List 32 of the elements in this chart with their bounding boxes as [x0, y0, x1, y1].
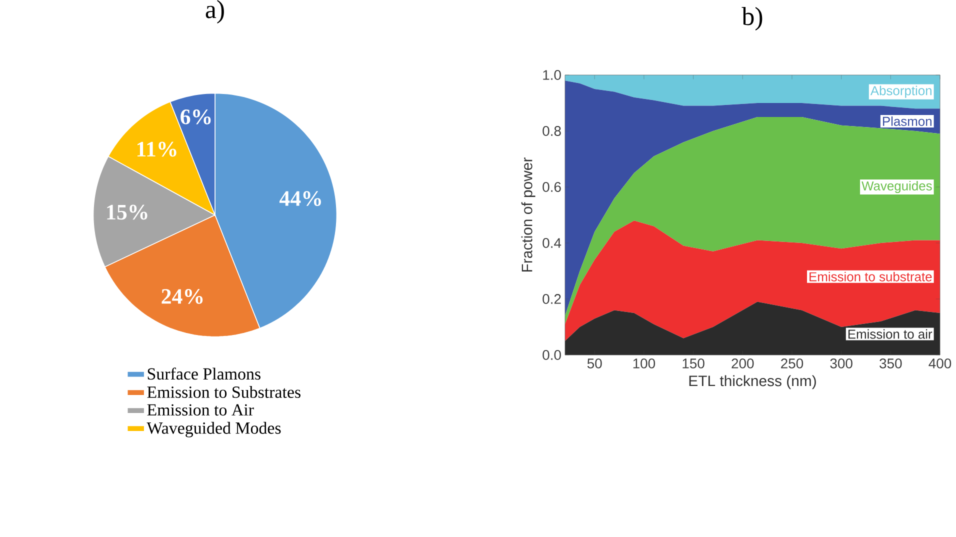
data-label: 24% — [162, 289, 203, 304]
data-label: 11% — [137, 142, 176, 157]
x-tick-label: 150 — [682, 358, 704, 368]
series-label: Plasmon — [882, 116, 932, 126]
series-label: Emission to air — [848, 329, 932, 339]
x-tick-label: 300 — [830, 358, 852, 368]
chart-title: b) — [742, 7, 762, 30]
data-label: 15% — [107, 204, 148, 220]
series-label: Absorption — [870, 86, 932, 98]
x-axis-title: ETL thickness (nm) — [689, 375, 816, 390]
legend-label: Waveguided Modes — [146, 422, 281, 438]
chart-title: a) — [206, 0, 224, 24]
y-tick-label: 1.0 — [543, 70, 561, 80]
y-tick-label: 0.6 — [542, 182, 561, 192]
x-tick-label: 50 — [587, 358, 602, 368]
legend-label: Emission to Substrates — [147, 386, 300, 398]
series-label: Emission to substrate — [810, 272, 932, 282]
y-tick-label: 0.0 — [542, 350, 561, 360]
x-tick-label: 400 — [928, 358, 952, 368]
data-label: 6% — [180, 110, 211, 124]
y-tick-label: 0.8 — [542, 126, 561, 136]
x-tick-label: 250 — [781, 358, 804, 368]
x-tick-label: 350 — [880, 358, 902, 368]
series-label: Waveguides — [862, 180, 932, 194]
data-label: 44% — [279, 191, 321, 206]
x-tick-label: 100 — [633, 358, 656, 368]
y-axis-title: Fraction of power — [521, 158, 536, 272]
x-tick-label: 200 — [732, 358, 754, 368]
y-tick-label: 0.2 — [542, 294, 561, 304]
y-tick-label: 0.4 — [542, 238, 562, 248]
legend-label: Surface Plamons — [148, 368, 260, 380]
legend-label: Emission to Air — [147, 404, 254, 416]
